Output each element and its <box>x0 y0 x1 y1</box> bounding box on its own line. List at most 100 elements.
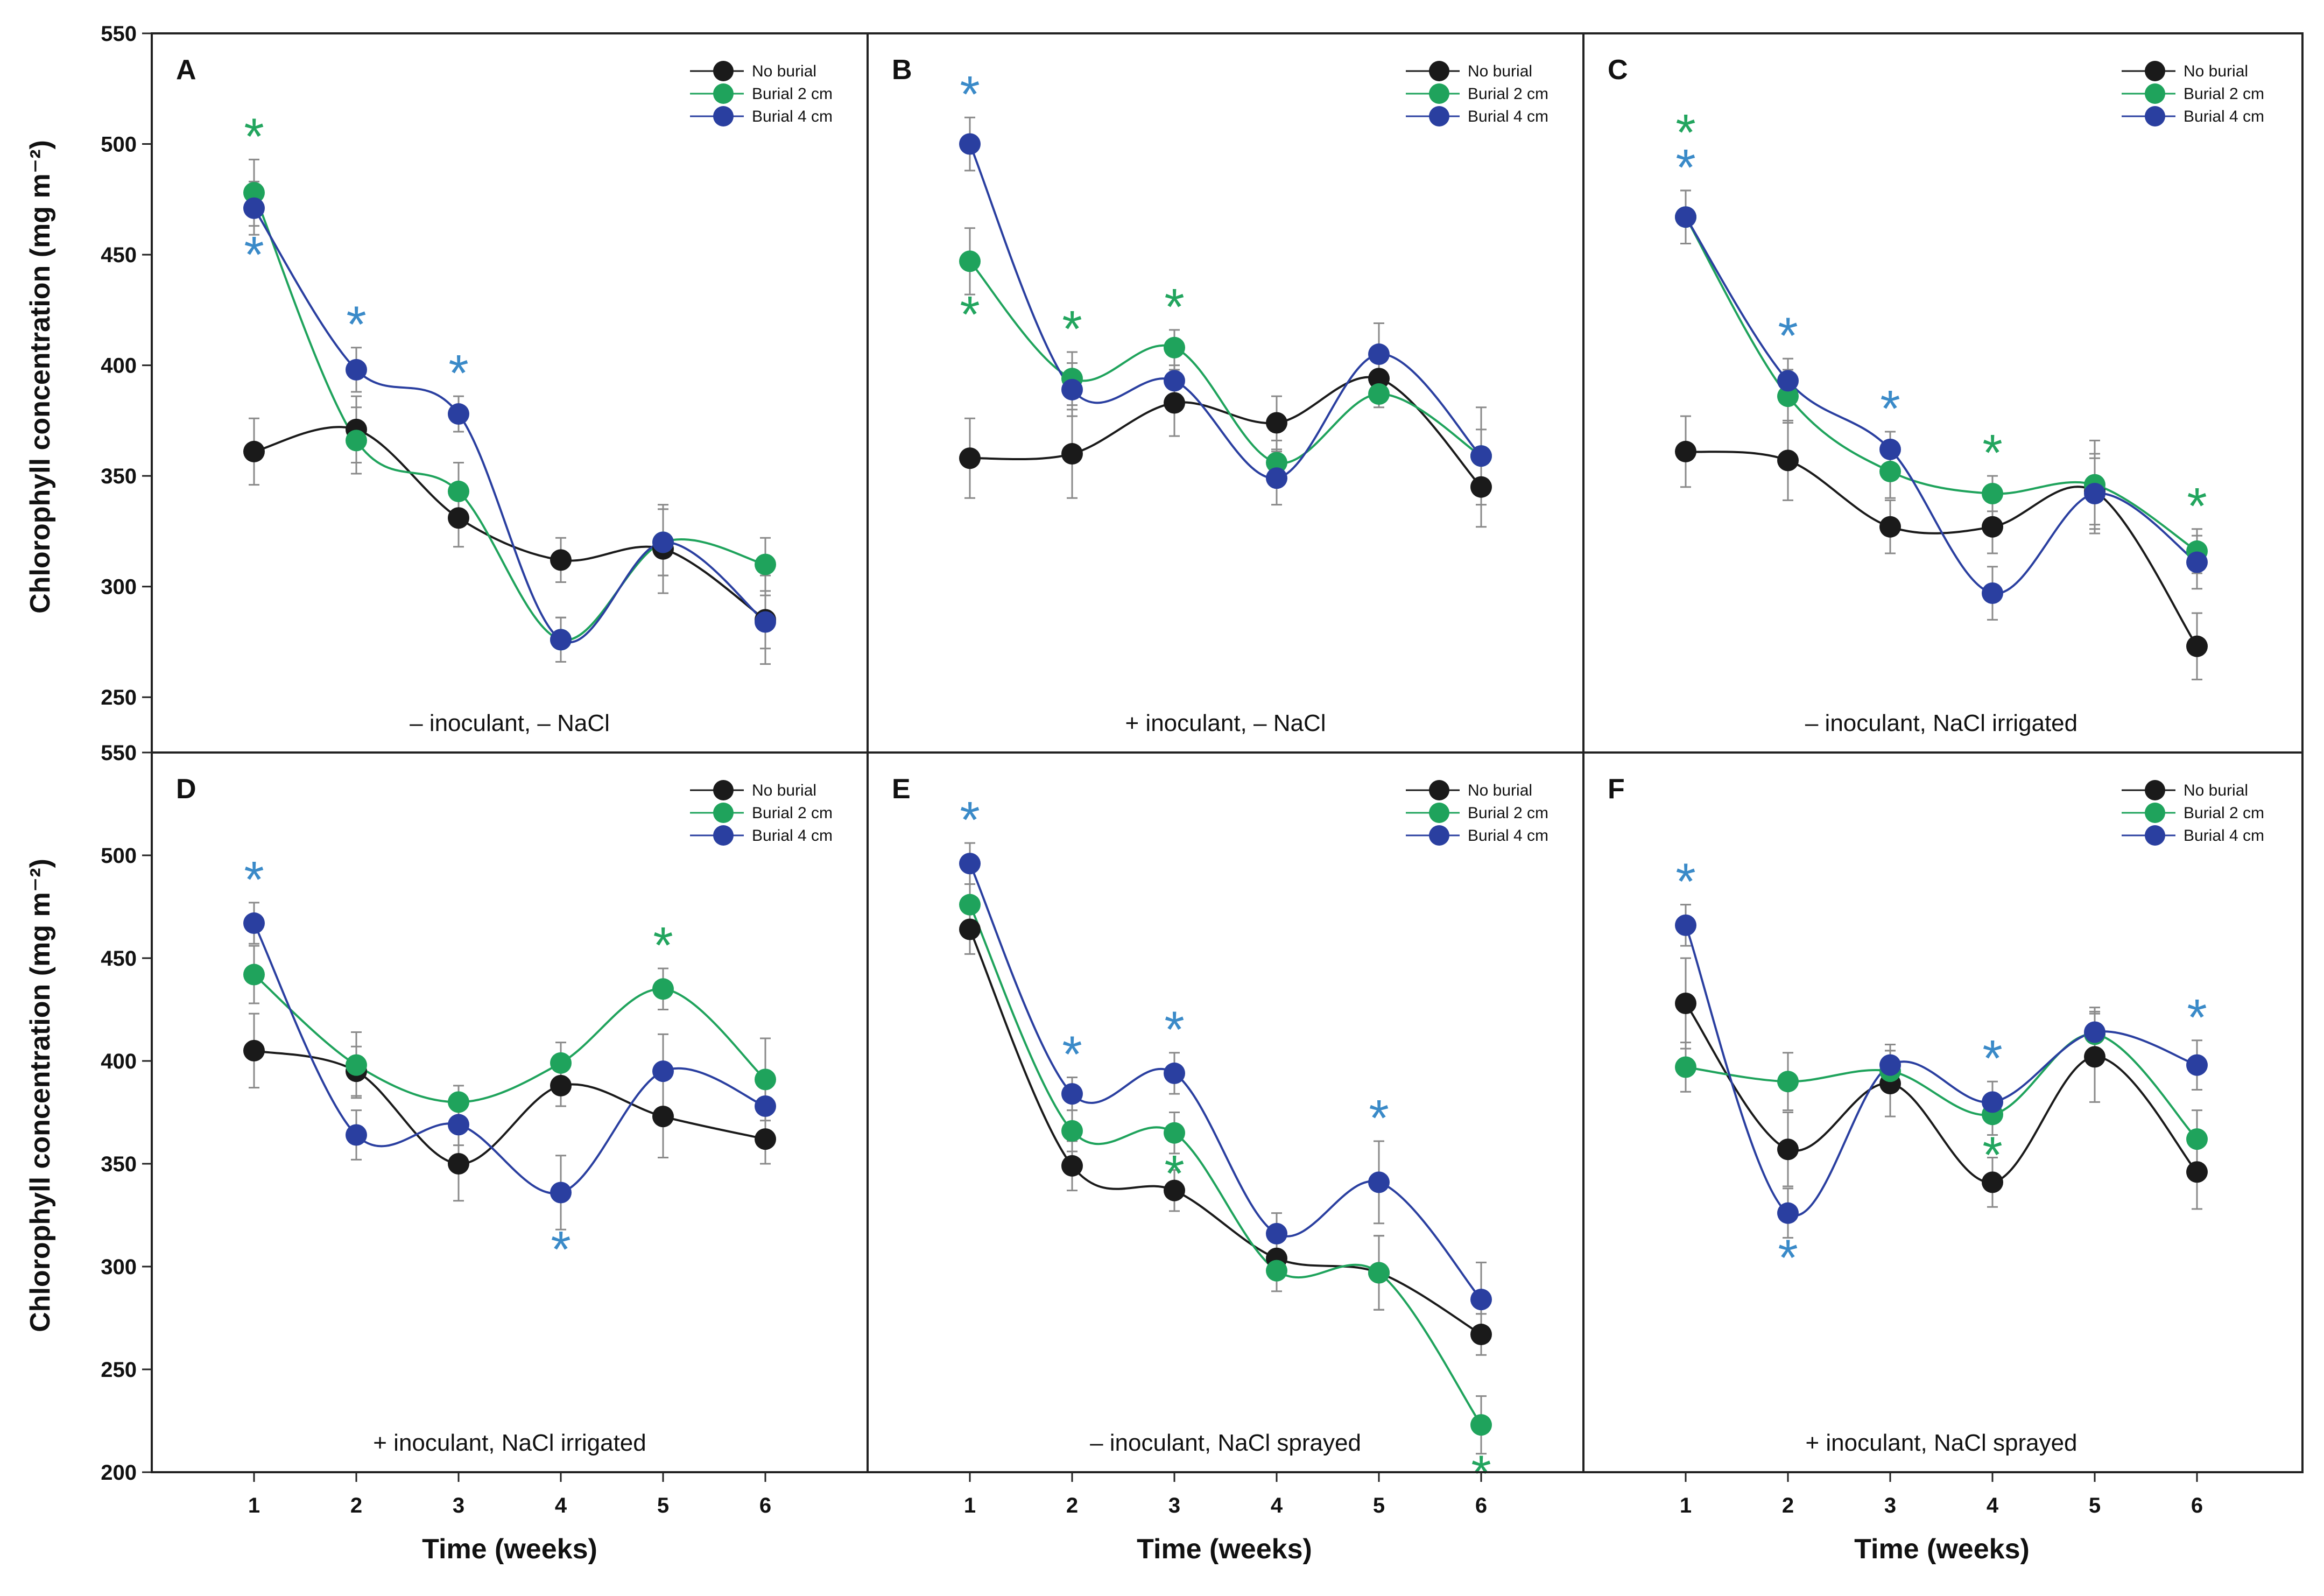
significance-star: * <box>1778 307 1798 364</box>
significance-star: * <box>1471 1445 1491 1503</box>
series-line-burial-2cm <box>969 261 1482 465</box>
data-point-burial-2cm <box>755 553 776 575</box>
data-point-burial-4cm <box>1879 438 1901 460</box>
x-axis-title-middle: Time (weeks) <box>1137 1534 1312 1565</box>
data-point-burial-4cm <box>1675 206 1696 228</box>
significance-star: * <box>346 296 366 354</box>
legend-label-burial-4cm: Burial 4 cm <box>2184 827 2264 845</box>
condition-label: + inoculant, – NaCl <box>1125 710 1326 736</box>
data-point-burial-4cm <box>1266 1222 1287 1245</box>
legend-marker-burial-2cm <box>1429 83 1449 104</box>
legend-label-burial-4cm: Burial 4 cm <box>752 108 833 125</box>
data-point-no-burial <box>1982 516 2003 538</box>
data-point-burial-2cm <box>959 894 981 916</box>
data-point-burial-4cm <box>755 611 776 633</box>
panel-frame <box>151 32 2304 1473</box>
condition-label: – inoculant, – NaCl <box>410 710 610 736</box>
series-line-no-burial <box>253 426 766 621</box>
panel-letter: F <box>1608 774 1625 805</box>
series-line-no-burial <box>253 1049 766 1165</box>
data-point-burial-4cm <box>1061 1083 1083 1105</box>
data-point-burial-2cm <box>243 964 265 986</box>
series-line-burial-4cm <box>253 207 766 644</box>
data-point-burial-4cm <box>448 1114 469 1136</box>
data-point-no-burial <box>1164 1179 1185 1201</box>
x-tick-label: 4 <box>1271 1494 1283 1517</box>
y-tick-label: 550 <box>101 741 137 765</box>
data-point-burial-4cm <box>652 1060 674 1082</box>
series-line-burial-2cm <box>253 974 766 1103</box>
significance-star: * <box>551 1221 571 1278</box>
series-line-burial-2cm <box>1685 1033 2198 1140</box>
panel-letter: C <box>1608 54 1628 86</box>
y-tick-label: 450 <box>101 947 137 971</box>
series-line-no-burial <box>1685 1002 2198 1184</box>
significance-star: * <box>1062 1026 1082 1084</box>
series-line-no-burial <box>1685 450 2198 647</box>
series-line-burial-2cm <box>1685 216 2198 552</box>
data-point-burial-2cm <box>1368 1262 1390 1284</box>
data-point-burial-4cm <box>652 531 674 553</box>
data-point-burial-4cm <box>1879 1054 1901 1076</box>
x-tick-label: 5 <box>1373 1494 1385 1517</box>
legend-marker-no-burial <box>1429 61 1449 81</box>
data-point-no-burial <box>1470 1324 1492 1346</box>
data-point-no-burial <box>1879 516 1901 538</box>
data-point-no-burial <box>1982 1171 2003 1193</box>
significance-star: * <box>244 851 264 909</box>
legend-label-no-burial: No burial <box>2184 62 2248 80</box>
significance-star: * <box>1675 104 1695 161</box>
data-point-burial-4cm <box>1982 1091 2003 1113</box>
y-tick-label: 400 <box>101 1050 137 1073</box>
data-point-burial-4cm <box>1164 370 1185 392</box>
data-point-burial-2cm <box>1982 483 2003 505</box>
data-point-no-burial <box>1675 440 1696 462</box>
data-point-burial-2cm <box>1777 385 1799 407</box>
legend-label-burial-4cm: Burial 4 cm <box>1468 827 1548 845</box>
legend-label-burial-2cm: Burial 2 cm <box>1468 85 1548 103</box>
series-line-no-burial <box>969 376 1482 488</box>
legend-marker-no-burial <box>1429 780 1449 800</box>
y-tick-label: 400 <box>101 354 137 378</box>
significance-star: * <box>960 66 980 123</box>
data-point-burial-4cm <box>2186 551 2208 573</box>
y-axis-title-top: Chlorophyll concentration (mg m⁻²) <box>25 140 56 614</box>
legend-label-burial-4cm: Burial 4 cm <box>752 827 833 845</box>
significance-star: * <box>960 286 980 343</box>
data-point-burial-2cm <box>1164 336 1185 358</box>
data-point-burial-4cm <box>1061 378 1083 400</box>
data-point-burial-2cm <box>346 430 367 452</box>
data-point-burial-2cm <box>755 1068 776 1091</box>
legend-marker-burial-4cm <box>713 825 734 846</box>
legend-marker-burial-2cm <box>2145 83 2165 104</box>
data-point-burial-4cm <box>1777 1202 1799 1224</box>
legend-marker-burial-2cm <box>2145 803 2165 823</box>
data-point-burial-2cm <box>346 1054 367 1076</box>
condition-label: – inoculant, NaCl irrigated <box>1805 710 2077 736</box>
data-point-burial-4cm <box>550 629 572 651</box>
data-point-no-burial <box>652 1106 674 1128</box>
data-point-burial-2cm <box>1777 1071 1799 1093</box>
y-tick-label: 350 <box>101 1152 137 1176</box>
legend-marker-burial-4cm <box>1429 825 1449 846</box>
data-point-no-burial <box>1061 443 1083 465</box>
x-tick-label: 3 <box>453 1494 464 1517</box>
significance-star: * <box>2187 989 2207 1046</box>
data-point-burial-2cm <box>1061 1120 1083 1142</box>
data-point-burial-4cm <box>959 133 981 155</box>
significance-star: * <box>1982 1030 2002 1087</box>
data-point-burial-2cm <box>550 1052 572 1074</box>
significance-star: * <box>1982 424 2002 482</box>
legend-marker-burial-4cm <box>2145 825 2165 846</box>
legend-label-burial-2cm: Burial 2 cm <box>752 804 833 822</box>
data-point-no-burial <box>959 918 981 940</box>
y-tick-label: 550 <box>101 22 137 46</box>
x-tick-label: 1 <box>1680 1494 1692 1517</box>
series-line-burial-2cm <box>253 192 766 642</box>
data-point-no-burial <box>959 447 981 469</box>
data-point-burial-2cm <box>448 480 469 502</box>
data-point-burial-2cm <box>959 250 981 272</box>
legend-label-no-burial: No burial <box>752 62 816 80</box>
x-tick-label: 6 <box>2191 1494 2203 1517</box>
